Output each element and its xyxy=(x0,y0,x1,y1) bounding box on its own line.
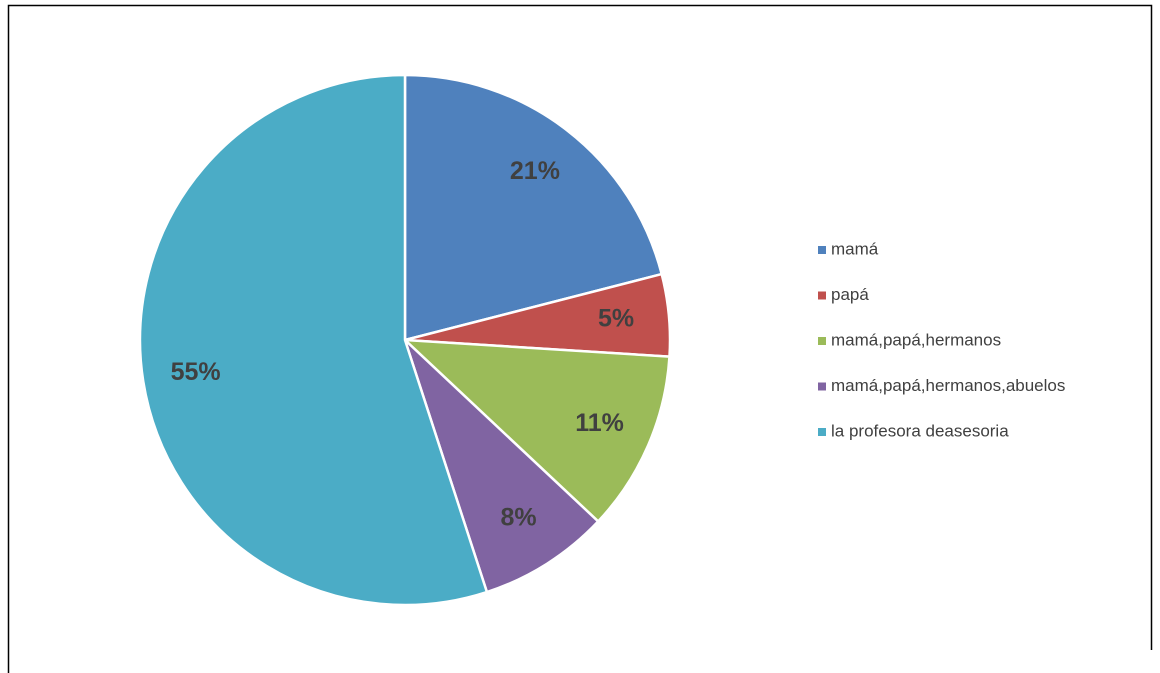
legend-label: mamá xyxy=(831,239,879,258)
legend-swatch xyxy=(818,428,826,436)
frame xyxy=(7,4,1153,673)
pie-slice xyxy=(403,339,600,594)
legend-label: mamá,papá,hermanos xyxy=(831,330,1001,349)
legend-label: la profesora deasesoria xyxy=(831,421,1009,440)
legend-swatch xyxy=(818,246,826,254)
pie-slice xyxy=(401,338,671,524)
data-label: 21% xyxy=(510,157,560,185)
legend-swatch xyxy=(818,382,826,391)
legend-swatch xyxy=(818,291,826,300)
data-label: 5% xyxy=(598,305,634,333)
legend-swatch xyxy=(818,337,826,345)
legend-label: mamá,papá,hermanos,abuelos xyxy=(831,376,1065,395)
data-label: 11% xyxy=(575,409,624,437)
pie-slice xyxy=(403,73,664,342)
data-label: 8% xyxy=(501,504,537,532)
legend-label: papá xyxy=(831,285,869,304)
data-label: 55% xyxy=(171,358,221,386)
pie-slice xyxy=(138,73,489,607)
